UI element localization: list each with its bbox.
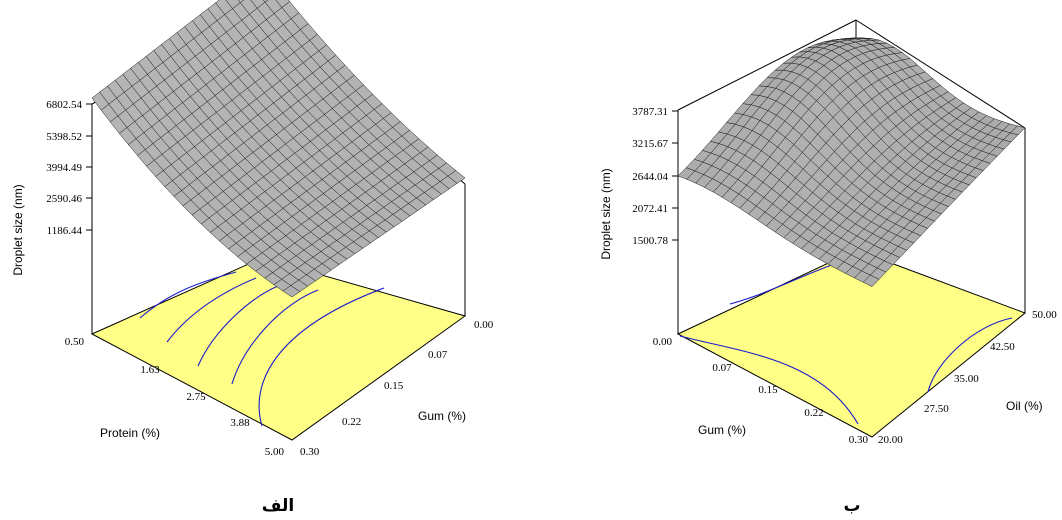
x-tick-label: 5.00 <box>265 446 285 458</box>
surface-cell <box>677 167 696 180</box>
x-tick-label: 0.30 <box>849 434 869 446</box>
z-tick-label: 1186.44 <box>47 225 83 237</box>
z-ticks: 1500.78 2072.41 2644.04 3215.67 3787.31 <box>632 106 678 247</box>
z-axis-label: Droplet size (nm) <box>11 184 25 275</box>
surface-cell <box>237 0 245 3</box>
surface-mesh <box>677 37 1026 287</box>
y-axis-label: Gum (%) <box>418 409 466 423</box>
x-axis-label: Protein (%) <box>100 426 160 440</box>
z-tick-label: 3994.49 <box>46 162 82 174</box>
x-tick-label: 2.75 <box>186 391 206 403</box>
y-tick-label: 42.50 <box>990 341 1015 353</box>
contour-line <box>258 287 385 427</box>
y-tick-label: 50.00 <box>1032 309 1057 321</box>
z-axis-label: Droplet size (nm) <box>599 168 613 259</box>
z-tick-label: 5398.52 <box>46 131 82 143</box>
x-tick-label: 0.50 <box>65 336 85 348</box>
z-tick-label: 2072.41 <box>632 203 668 215</box>
contour-floor <box>676 249 1026 438</box>
contour-line <box>166 277 257 343</box>
y-ticks: 20.00 27.50 35.00 42.50 50.00 <box>878 309 1057 446</box>
surface-cell <box>262 0 269 3</box>
surface-plot-right: 1500.78 2072.41 2644.04 3215.67 3787.31 … <box>599 19 1057 516</box>
z-ticks: 1186.44 2590.46 3994.49 5398.52 6802.54 <box>46 99 92 237</box>
z-tick-label: 1500.78 <box>632 235 668 247</box>
z-tick-label: 6802.54 <box>46 99 82 111</box>
frame-edge-back-right <box>855 19 1026 129</box>
x-tick-label: 1.63 <box>140 364 160 376</box>
contour-line <box>927 317 1013 393</box>
surface-mesh <box>91 0 466 298</box>
x-tick-label: 0.00 <box>653 336 673 348</box>
z-tick-label: 3215.67 <box>632 138 668 150</box>
contour-line <box>231 289 319 385</box>
figure-caption-right: ب <box>843 496 860 516</box>
contour-floor <box>90 257 467 441</box>
y-tick-label: 0.00 <box>474 319 494 331</box>
x-tick-label: 3.88 <box>230 417 250 429</box>
y-tick-label: 27.50 <box>924 403 949 415</box>
contour-line <box>139 271 237 319</box>
y-tick-label: 0.30 <box>300 446 320 458</box>
z-tick-label: 2590.46 <box>46 193 82 205</box>
contour-line <box>729 261 841 305</box>
z-tick-label: 3787.31 <box>632 106 668 118</box>
contour-line <box>679 335 859 425</box>
y-tick-label: 0.07 <box>428 349 448 361</box>
y-ticks: 0.30 0.22 0.15 0.07 0.00 <box>300 319 494 458</box>
y-tick-label: 0.22 <box>342 416 361 428</box>
surface-cell <box>275 0 291 8</box>
y-axis-label: Oil (%) <box>1006 399 1043 413</box>
surface-plot-left: 1186.44 2590.46 3994.49 5398.52 6802.54 … <box>11 0 494 516</box>
z-tick-label: 2644.04 <box>632 171 668 183</box>
x-ticks: 0.50 1.63 2.75 3.88 5.00 <box>65 336 285 458</box>
x-axis-label: Gum (%) <box>698 423 746 437</box>
x-tick-label: 0.15 <box>758 384 778 396</box>
figure-caption-left: الف <box>262 496 294 516</box>
contour-line <box>197 285 279 367</box>
y-tick-label: 35.00 <box>954 373 979 385</box>
frame-edge-back-left <box>677 19 857 111</box>
y-tick-label: 0.15 <box>384 380 404 392</box>
x-ticks: 0.00 0.07 0.15 0.22 0.30 <box>653 336 869 446</box>
y-tick-label: 20.00 <box>878 434 903 446</box>
x-tick-label: 0.22 <box>804 407 823 419</box>
x-tick-label: 0.07 <box>712 362 732 374</box>
